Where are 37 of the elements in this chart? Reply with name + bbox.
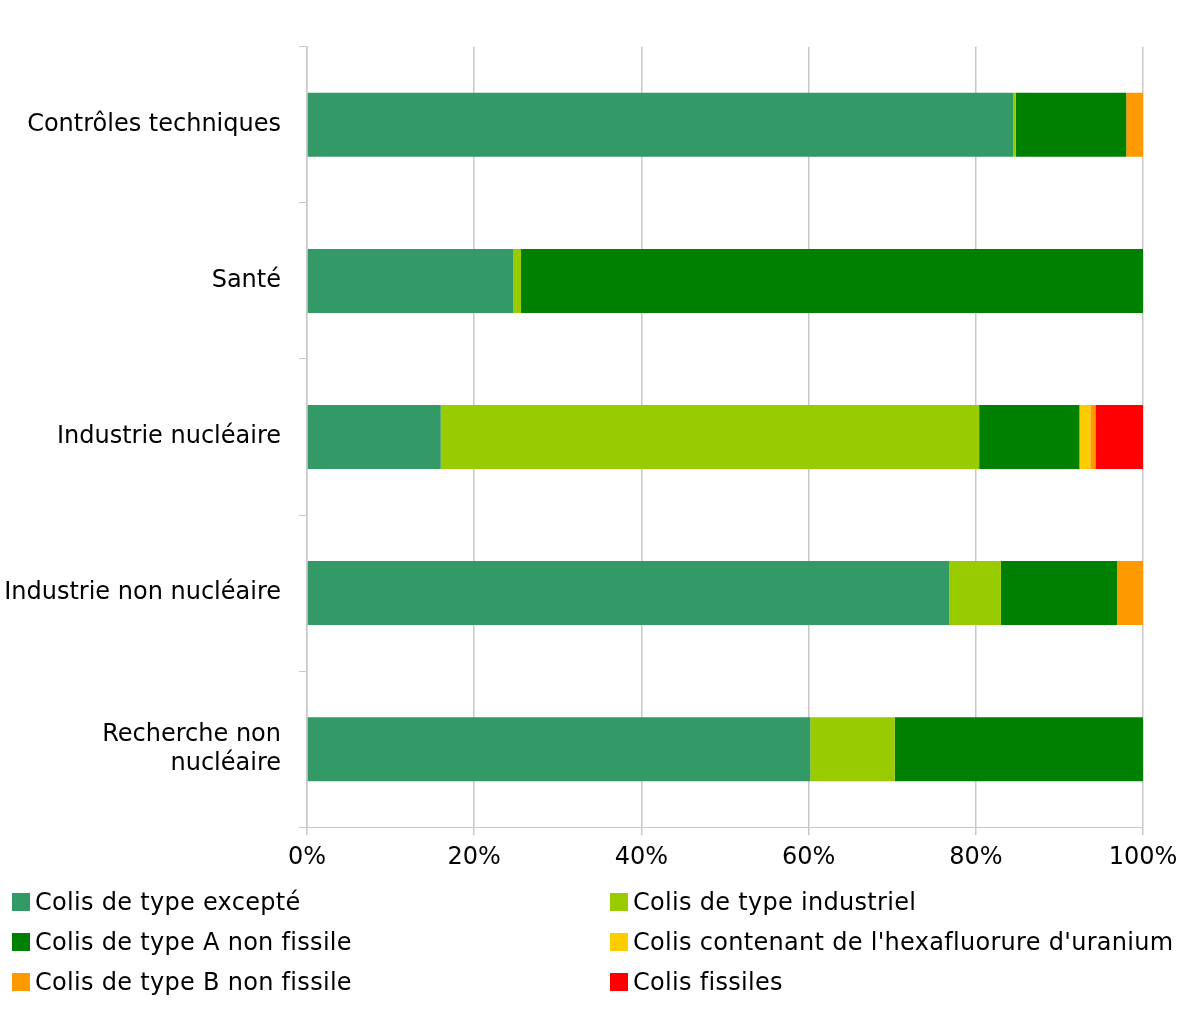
y-tick-label: Industrie nucléaire: [56, 421, 281, 450]
y-tick-label: Contrôles techniques: [27, 109, 281, 138]
bar: [979, 405, 1080, 469]
bar: [440, 405, 980, 469]
bar: [307, 92, 1014, 157]
bar: [307, 561, 950, 626]
bar: [513, 248, 522, 313]
bar: [894, 717, 1143, 782]
legend-label: Colis fissiles: [633, 968, 783, 996]
x-tick-label: 80%: [949, 841, 1003, 870]
legend-label: Colis de type excepté: [35, 888, 301, 916]
bar: [307, 717, 811, 782]
legend-label: Colis de type industriel: [633, 888, 917, 916]
bar: [1126, 92, 1143, 157]
bar: [1015, 92, 1127, 157]
bar: [1079, 405, 1091, 469]
x-tick-label: 0%: [287, 841, 327, 870]
legend-label: Colis de type A non fissile: [35, 928, 352, 956]
bar: [307, 248, 514, 313]
bar: [307, 405, 441, 469]
bar: [1095, 405, 1143, 469]
bar: [521, 248, 1143, 313]
bar: [1000, 561, 1118, 626]
x-tick-label: 100%: [1108, 841, 1178, 870]
y-tick-label: Santé: [211, 265, 281, 294]
bar: [1117, 561, 1143, 626]
x-tick-label: 40%: [614, 841, 669, 870]
y-tick-label: Industrie non nucléaire: [4, 577, 281, 606]
bar: [949, 561, 1001, 626]
bar: [1013, 92, 1016, 157]
legend-label: Colis de type B non fissile: [35, 968, 352, 996]
bar: [1090, 405, 1096, 469]
x-tick-label: 20%: [447, 841, 501, 870]
bar: [810, 717, 895, 782]
y-tick-label: Recherche non nucléaire: [102, 718, 281, 776]
legend-label: Colis contenant de l'hexafluorure d'uranium: [633, 928, 1174, 956]
x-tick-label: 60%: [781, 841, 836, 870]
